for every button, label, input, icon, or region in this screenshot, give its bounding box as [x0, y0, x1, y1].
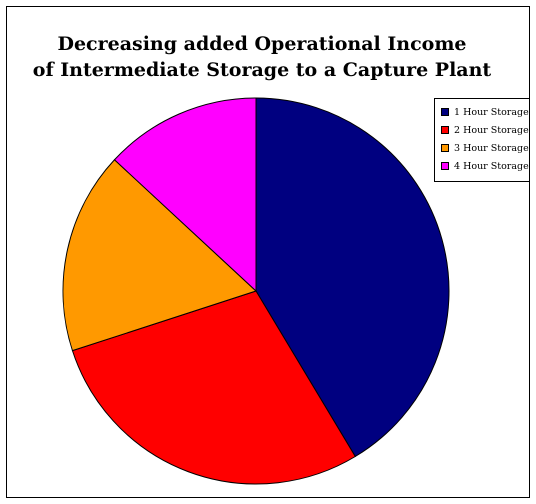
legend-label-4-hour-storage: 4 Hour Storage: [454, 160, 529, 172]
legend-label-1-hour-storage: 1 Hour Storage: [454, 106, 529, 118]
pie-slice-1-hour-storage: [255, 97, 450, 458]
pie-slice-2-hour-storage: [71, 290, 356, 485]
legend-label-3-hour-storage: 3 Hour Storage: [454, 142, 529, 154]
chart-title: Decreasing added Operational Income of I…: [7, 31, 517, 83]
chart-title-line-1: Decreasing added Operational Income: [57, 33, 467, 55]
legend-item-3-hour-storage: 3 Hour Storage: [441, 139, 529, 157]
pie-slice-4-hour-storage: [113, 97, 257, 293]
chart-legend: 1 Hour Storage 2 Hour Storage 3 Hour Sto…: [434, 98, 530, 182]
pie-slice-3-hour-storage: [62, 159, 257, 352]
legend-item-1-hour-storage: 1 Hour Storage: [441, 103, 529, 121]
chart-title-line-2: of Intermediate Storage to a Capture Pla…: [32, 59, 492, 81]
legend-swatch-4-hour-storage: [441, 162, 449, 170]
legend-label-2-hour-storage: 2 Hour Storage: [454, 124, 529, 136]
legend-swatch-3-hour-storage: [441, 144, 449, 152]
legend-item-4-hour-storage: 4 Hour Storage: [441, 157, 529, 175]
legend-swatch-2-hour-storage: [441, 126, 449, 134]
legend-swatch-1-hour-storage: [441, 108, 449, 116]
legend-item-2-hour-storage: 2 Hour Storage: [441, 121, 529, 139]
